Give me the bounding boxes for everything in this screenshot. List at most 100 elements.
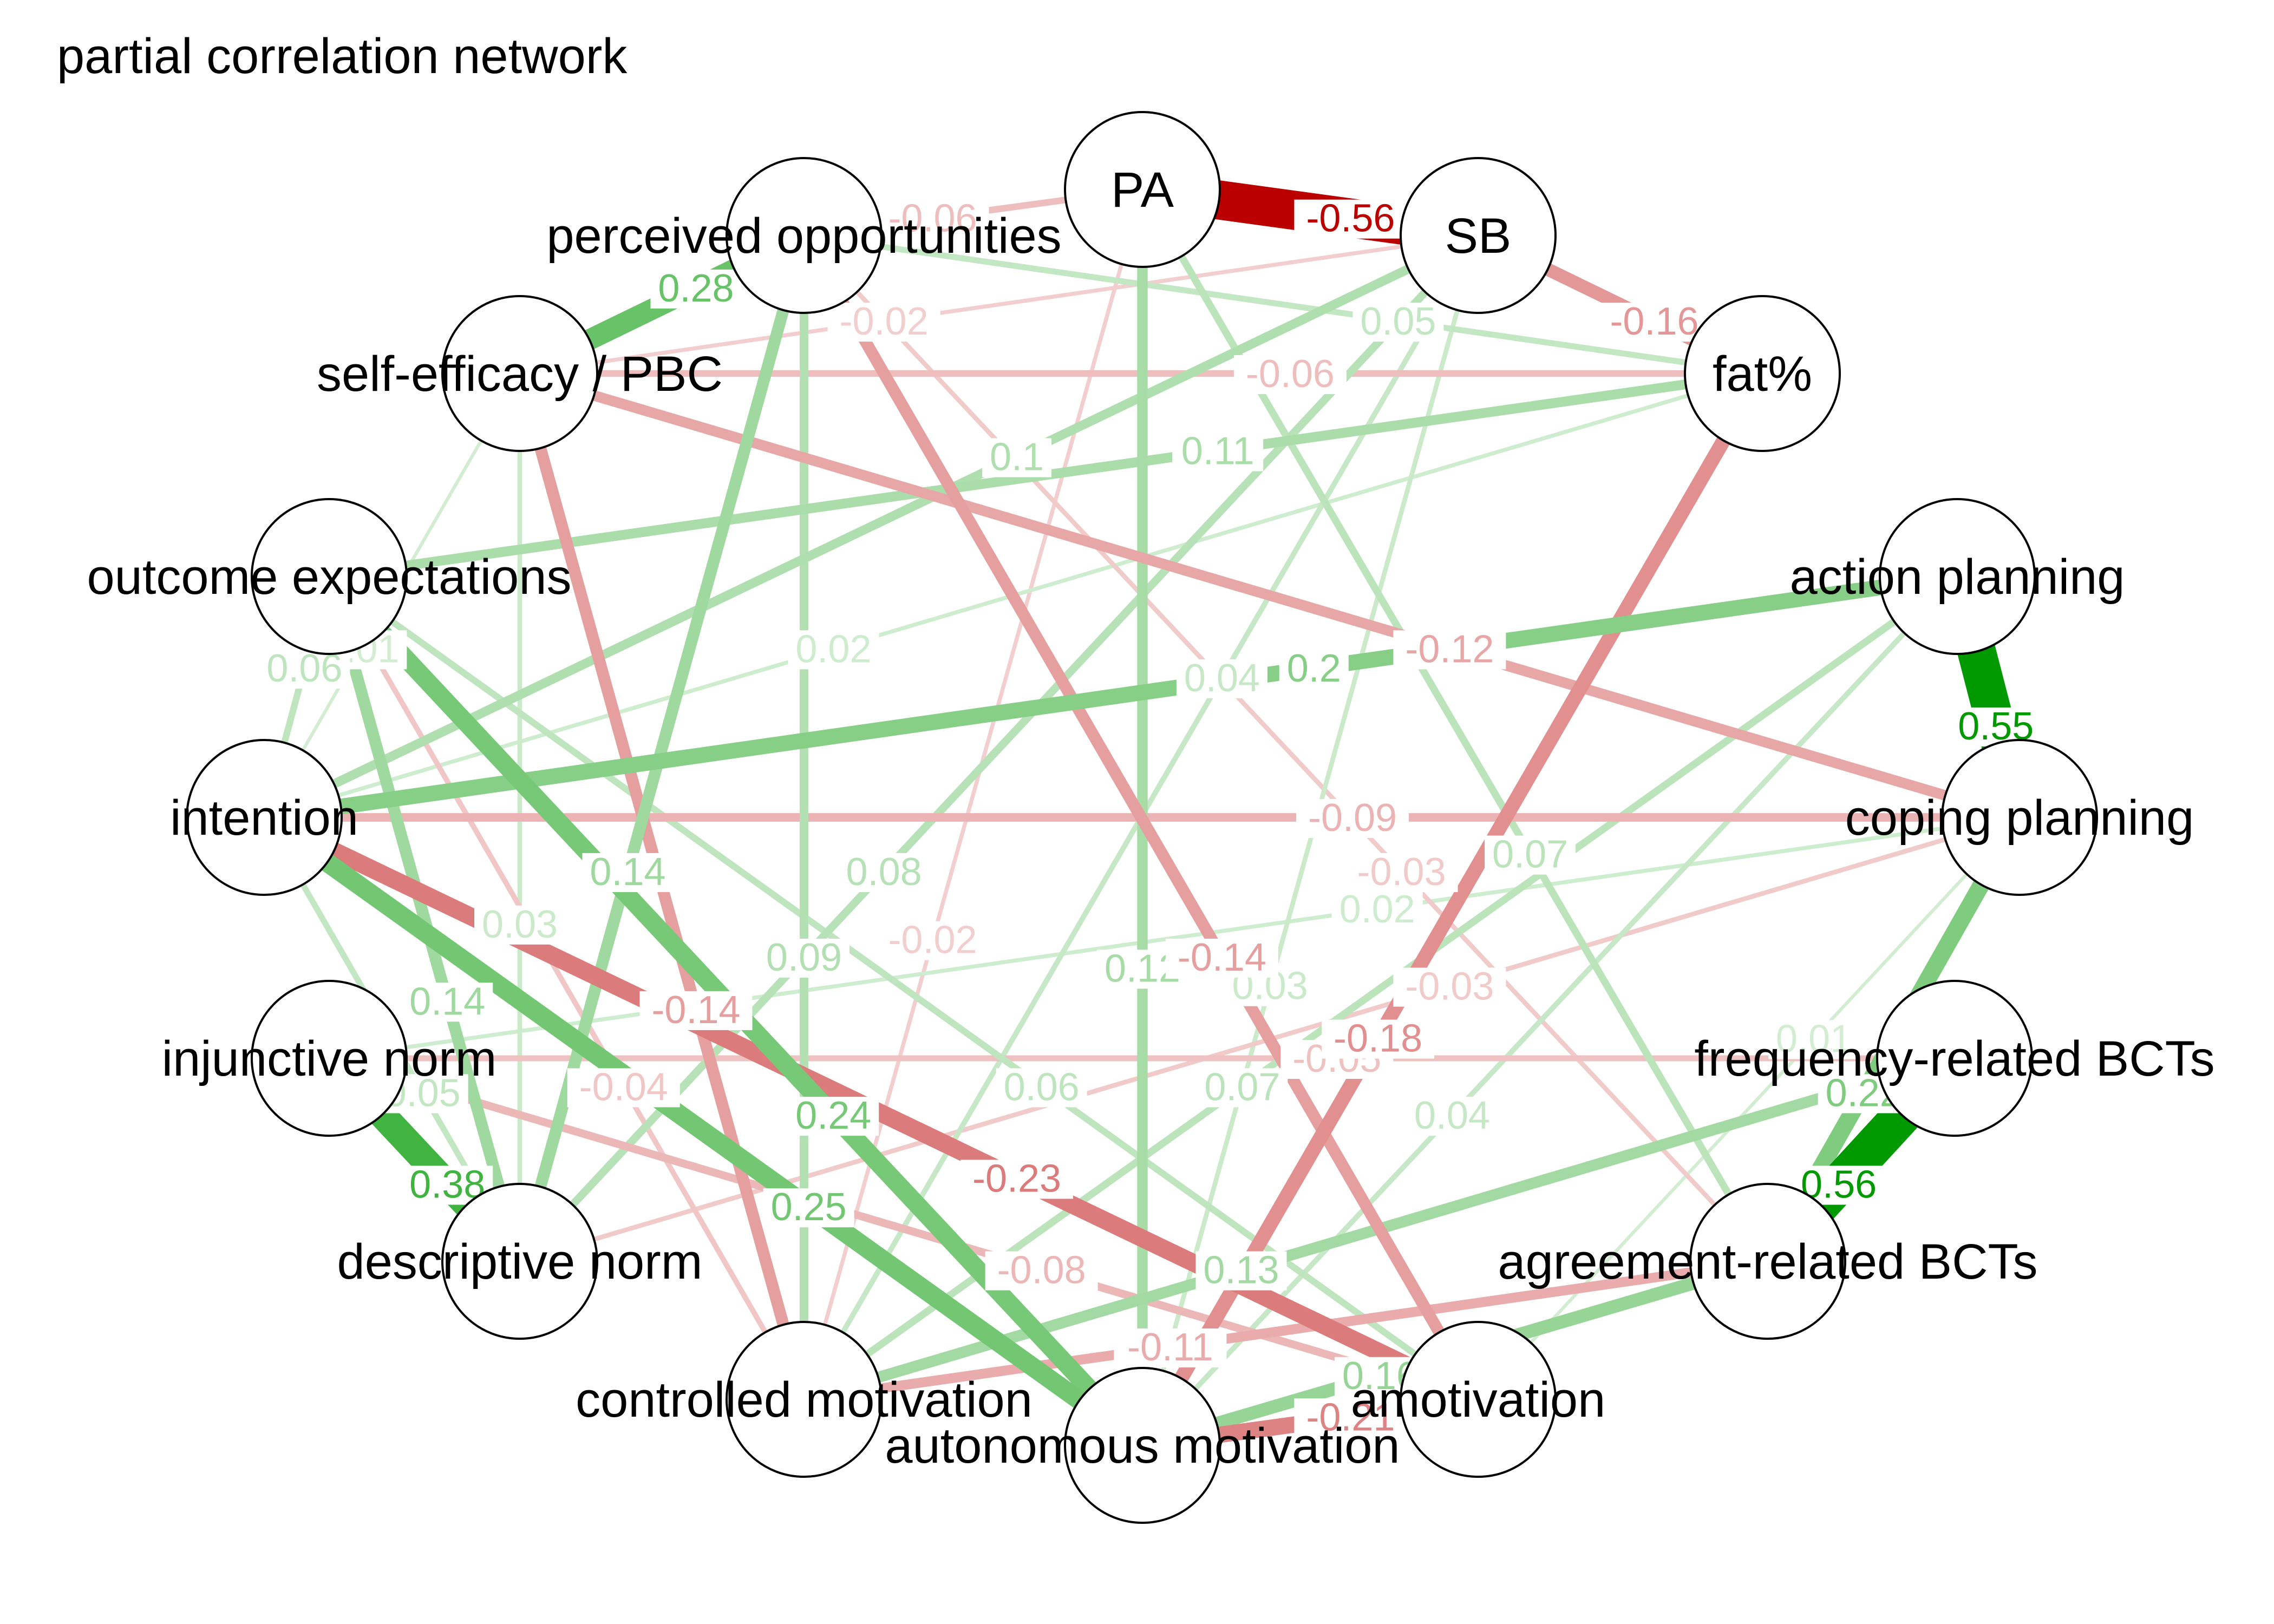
edge-label-bg xyxy=(1393,630,1506,670)
node-po: perceived opportunities xyxy=(546,157,1062,314)
edge-label-SB-se: -0.02 xyxy=(840,300,929,343)
edge-label-PA-cm: -0.02 xyxy=(888,919,977,962)
edge-label-cm-SB: 0.04 xyxy=(1184,657,1260,700)
edge-am-cp xyxy=(1476,816,2021,1401)
edge-label-fat-aum: -0.18 xyxy=(1334,1017,1422,1060)
edge-label-bg xyxy=(1768,1020,1859,1059)
edge-label-bg xyxy=(982,438,1052,477)
node-fb: frequency-related BCTs xyxy=(1694,980,2215,1137)
node-ap: action planning xyxy=(1790,498,2125,655)
edge-label-bg xyxy=(259,650,350,689)
edge-label-bg xyxy=(1172,432,1264,472)
node-label: SB xyxy=(1445,208,1512,264)
edge-label-bg xyxy=(1294,1398,1407,1438)
edge-label-oe-cm: -0.04 xyxy=(579,1065,668,1109)
edge-label-int-aum: 0.25 xyxy=(771,1186,847,1229)
node-circle xyxy=(726,157,883,314)
edge-label-bg xyxy=(763,1188,854,1228)
edge-label-ap-cm: 0.07 xyxy=(1204,1065,1280,1109)
edge-label-bg xyxy=(759,939,850,978)
edge-po-dn xyxy=(514,234,810,1263)
node-label: outcome expectations xyxy=(87,549,572,605)
node-circle xyxy=(1689,1183,1846,1340)
node-label: injunctive norm xyxy=(162,1031,497,1086)
edge-label-bg xyxy=(876,199,989,239)
edge-oe-dn xyxy=(323,575,526,1263)
edge-label-dn-cp: -0.03 xyxy=(1405,965,1494,1009)
edge-label-se-cm: -0.14 xyxy=(651,988,740,1032)
edge-label-bg xyxy=(1406,1097,1498,1136)
node-circle xyxy=(1941,739,2098,896)
node-circle xyxy=(1064,111,1221,268)
node-layer: PA SB fat% action planning coping planning fr… xyxy=(87,111,2215,1524)
node-label: self-efficacy / PBC xyxy=(317,346,723,402)
edge-label-bg xyxy=(567,1068,680,1108)
edge-SB-se xyxy=(519,233,1479,376)
edge-in-am xyxy=(328,1055,1480,1403)
edge-label-int-SB: 0.1 xyxy=(990,436,1044,479)
edge-label-bg xyxy=(1485,835,1576,875)
node-int: intention xyxy=(170,739,358,896)
edge-label-bg xyxy=(582,853,674,892)
edge-label-oe-am: 0.06 xyxy=(1004,1065,1080,1109)
edge-label-bg xyxy=(788,1097,879,1136)
edge-in-cp xyxy=(329,815,2020,1060)
node-am: amotivation xyxy=(1351,1321,1605,1478)
edge-label-int-am: -0.23 xyxy=(972,1157,1061,1201)
node-ab: agreement-related BCTs xyxy=(1498,1183,2038,1340)
edge-label-bg xyxy=(1197,1068,1288,1108)
edge-PA-cm xyxy=(802,189,1145,1400)
edge-SB-aum xyxy=(1140,234,1481,1446)
edge-label-oe-aum: 0.24 xyxy=(795,1094,871,1137)
node-label: perceived opportunities xyxy=(546,208,1061,264)
edge-label-bg xyxy=(1322,1019,1435,1059)
node-cp: coping planning xyxy=(1845,739,2194,896)
edge-label-oe-fat: 0.11 xyxy=(1181,430,1254,473)
node-label: autonomous motivation xyxy=(885,1418,1400,1474)
node-label: coping planning xyxy=(1845,790,2194,846)
node-PA: PA xyxy=(1064,111,1221,268)
edge-label-po-dn: 0.14 xyxy=(590,850,665,894)
edge-label-bg xyxy=(639,991,753,1030)
node-circle xyxy=(251,498,408,655)
node-circle xyxy=(1400,157,1557,314)
edge-label-bg xyxy=(1352,303,1444,342)
node-circle xyxy=(1400,1321,1557,1478)
node-label: amotivation xyxy=(1351,1372,1605,1427)
node-in: injunctive norm xyxy=(162,980,497,1137)
edge-label-bg xyxy=(960,1160,1074,1199)
edge-po-fat xyxy=(803,232,1763,377)
edge-label-se-fat: -0.06 xyxy=(1246,352,1335,396)
node-circle xyxy=(186,739,343,896)
edge-po-am xyxy=(799,232,1484,1403)
edge-label-oe-dn: 0.14 xyxy=(409,980,485,1023)
edge-label-bg xyxy=(1598,303,1711,342)
node-se: self-efficacy / PBC xyxy=(317,295,723,452)
node-label: PA xyxy=(1111,162,1174,218)
edge-label-layer: 0.010.01-0.020.020.02-0.02-0.030.03 -0.03… xyxy=(259,197,2042,1439)
node-label: descriptive norm xyxy=(337,1234,703,1289)
edge-label-SB-dn: 0.08 xyxy=(846,850,922,894)
edge-label-bg xyxy=(788,630,879,670)
edge-label-ab-cm: -0.11 xyxy=(1127,1326,1213,1369)
edge-label-bg xyxy=(827,303,940,342)
node-label: frequency-related BCTs xyxy=(1694,1031,2214,1086)
edge-label-bg xyxy=(1279,650,1349,689)
edge-label-fb-cm: 0.13 xyxy=(1203,1249,1279,1292)
edge-po-ab xyxy=(802,234,1770,1263)
node-label: intention xyxy=(170,790,358,846)
node-circle xyxy=(726,1321,883,1478)
node-oe: outcome expectations xyxy=(87,498,572,655)
edge-label-po-ab: -0.03 xyxy=(1357,850,1446,894)
edge-label-se-cp: -0.12 xyxy=(1405,627,1494,671)
network-title: partial correlation network xyxy=(57,29,628,84)
edge-label-bg xyxy=(876,921,989,960)
node-label: agreement-related BCTs xyxy=(1498,1234,2037,1289)
edge-label-po-cm: 0.09 xyxy=(766,936,842,979)
node-circle xyxy=(1879,498,2036,655)
edge-label-bg xyxy=(1176,659,1267,698)
edge-label-int-ap: 0.2 xyxy=(1287,647,1341,690)
edge-label-int-cp: -0.09 xyxy=(1308,796,1397,840)
edge-label-PA-po: -0.06 xyxy=(888,197,977,240)
edge-label-bg xyxy=(1296,799,1409,838)
